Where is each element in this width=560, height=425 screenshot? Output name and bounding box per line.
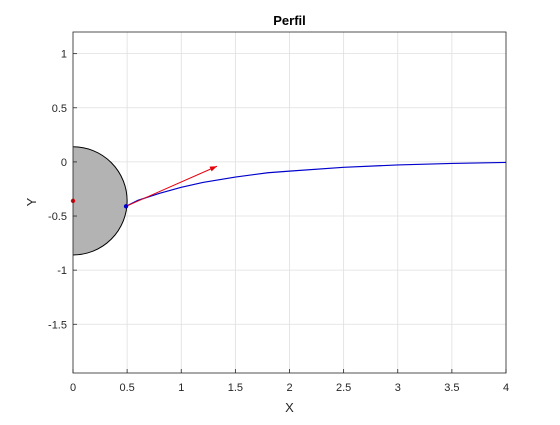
x-tick-label: 1 (178, 382, 184, 394)
y-axis-label: Y (24, 197, 39, 206)
profile-curve (125, 161, 506, 207)
x-tick-label: 4 (503, 382, 509, 394)
x-tick-label: 3.5 (444, 382, 459, 394)
arrow-head (209, 166, 217, 172)
x-tick-label: 3 (395, 382, 401, 394)
y-tick-label: 1 (61, 49, 67, 61)
x-tick-label: 0 (70, 382, 76, 394)
marker-layer (70, 165, 218, 209)
x-tick-label: 2 (286, 382, 292, 394)
y-tick-label: -0.5 (48, 211, 67, 223)
y-tick-label: -1.5 (48, 319, 67, 331)
x-axis-label: X (285, 400, 294, 415)
x-tick-label: 1.5 (228, 382, 243, 394)
chart-title: Perfil (273, 13, 306, 28)
circle-layer (73, 146, 128, 256)
tick-layer: 0 0.5 1 1.5 2 2.5 3 3.5 4 -1.5 -1 -0.5 0 0.5 1 (48, 49, 509, 394)
arrow-shaft (125, 165, 218, 207)
series-layer (125, 161, 506, 207)
x-tick-label: 0.5 (119, 382, 134, 394)
circle-shape (73, 146, 128, 256)
y-tick-label: 0.5 (52, 103, 67, 115)
y-tick-label: 0 (61, 157, 67, 169)
contact-point (123, 204, 129, 209)
x-tick-label: 2.5 (336, 382, 351, 394)
y-tick-label: -1 (57, 265, 67, 277)
